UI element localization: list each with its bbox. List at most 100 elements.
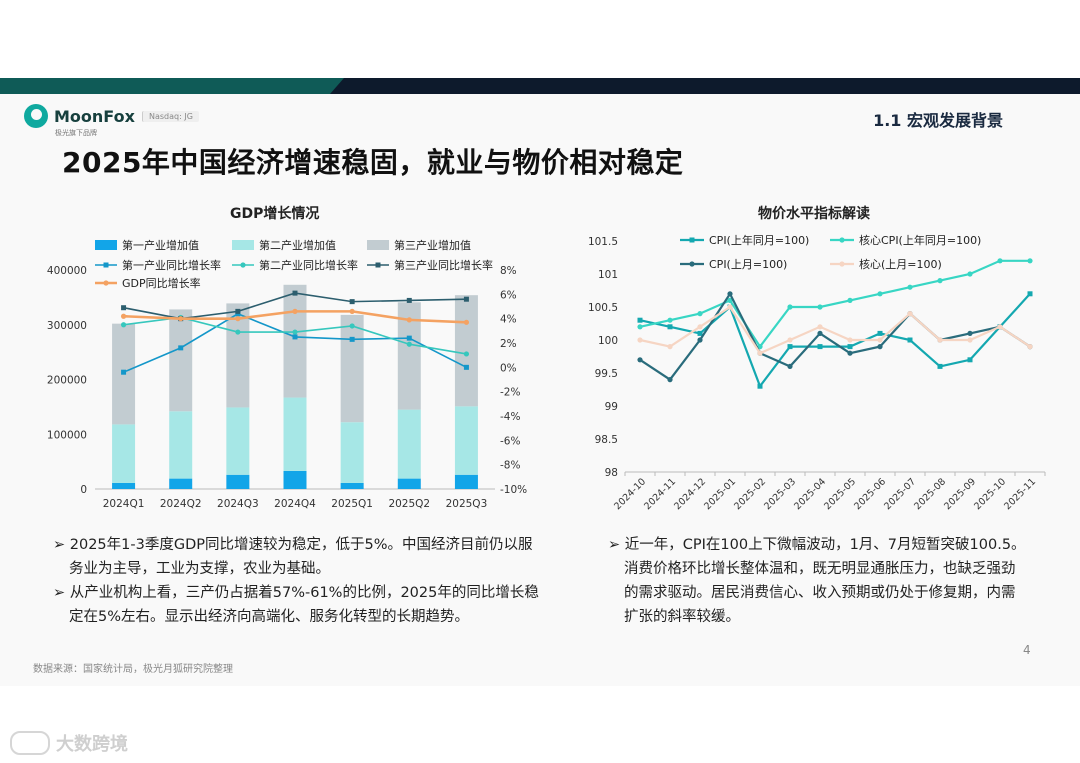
gdp-legend-marker (375, 262, 381, 268)
cpi-x-tick: 2025-04 (792, 476, 828, 512)
gdp-legend-marker (103, 280, 109, 286)
cpi-line-point (847, 297, 853, 303)
cpi-line-point (697, 324, 703, 330)
gdp-bar-2 (112, 424, 136, 483)
gdp-legend-marker (103, 262, 109, 268)
gdp-line-point (235, 329, 241, 335)
gdp-y2-tick: -8% (500, 460, 520, 472)
cpi-line-point (817, 330, 823, 336)
gdp-bar-1 (283, 470, 307, 489)
nasdaq-tag: Nasdaq: JG (142, 111, 199, 122)
cpi-legend-label: CPI(上月=100) (709, 258, 787, 271)
gdp-line-point (463, 296, 469, 302)
cpi-line-point (697, 311, 703, 317)
cpi-line-point (847, 344, 853, 350)
gdp-x-tick: 2025Q2 (388, 498, 430, 510)
cpi-line-point (817, 324, 823, 330)
cpi-line-point (667, 377, 673, 383)
cpi-y-tick: 98.5 (595, 434, 618, 446)
page-title: 2025年中国经济增速稳固，就业与物价相对稳定 (62, 146, 684, 179)
gdp-line-point (121, 369, 127, 375)
gdp-legend-label: GDP同比增长率 (122, 276, 201, 290)
gdp-y2-tick: -10% (500, 484, 527, 496)
cpi-y-tick: 100 (598, 335, 618, 347)
gdp-x-tick: 2025Q1 (331, 498, 373, 510)
cpi-legend-marker (839, 261, 845, 267)
cpi-legend-marker (689, 261, 695, 267)
gdp-x-tick: 2024Q1 (103, 498, 145, 510)
cpi-line-point (757, 383, 763, 389)
gdp-bar-2 (226, 407, 250, 475)
cpi-line-point (697, 337, 703, 343)
cpi-line-point (667, 317, 673, 323)
cpi-line-point (907, 311, 913, 317)
cpi-x-tick: 2025-03 (762, 476, 798, 512)
gdp-bar-3 (283, 284, 307, 398)
cpi-line-3 (639, 291, 1031, 382)
cpi-legend-label: CPI(上年同月=100) (709, 233, 809, 247)
gdp-legend-swatch (367, 240, 389, 250)
cpi-line-point (967, 357, 973, 363)
gdp-chart: 0 100000 200000 300000 400000 -10% -8% -6% -4% -2… (47, 238, 527, 510)
section-label: 1.1 宏观发展背景 (873, 111, 1003, 130)
gdp-line-point (463, 319, 470, 325)
gdp-line-point (235, 308, 241, 314)
cpi-x-tick: 2025-05 (822, 476, 858, 512)
cpi-line-point (817, 344, 823, 350)
cpi-line-point (877, 344, 883, 350)
cpi-line-point (727, 297, 733, 303)
watermark: 大数跨境 (10, 730, 128, 756)
cpi-line-1 (639, 293, 1031, 389)
gdp-legend-label: 第一产业增加值 (122, 238, 199, 252)
cpi-line-point (997, 324, 1003, 330)
gdp-bar-1 (112, 482, 136, 489)
cpi-line-point (637, 337, 643, 343)
brand-name: MoonFox (54, 106, 135, 126)
gdp-line-point (406, 335, 412, 341)
left-bullet-1: ➢ 2025年1-3季度GDP同比增速较为稳定，低于5%。中国经济目前仍以服务业… (53, 537, 533, 577)
cpi-y-tick: 99.5 (595, 368, 618, 380)
gdp-y-tick: 400000 (47, 265, 87, 277)
gdp-x-tick: 2024Q3 (217, 498, 259, 510)
cpi-legend-marker (689, 237, 695, 243)
cpi-line-point (667, 344, 673, 350)
gdp-line-point (349, 308, 355, 314)
gdp-bar-1 (454, 474, 478, 489)
cpi-line-point (817, 304, 823, 310)
cpi-legend-label: 核心CPI(上年同月=100) (859, 233, 981, 247)
gdp-legend-label: 第二产业增加值 (259, 238, 336, 252)
cpi-line-point (757, 350, 763, 356)
cpi-line-point (877, 337, 883, 343)
gdp-bar-1 (397, 478, 421, 489)
cpi-line-point (727, 291, 733, 297)
gdp-bar-1 (226, 474, 250, 489)
gdp-y2-tick: 4% (500, 314, 517, 326)
gdp-line-point (349, 336, 355, 342)
cpi-line-point (727, 304, 733, 310)
cpi-x-tick: 2025-08 (912, 476, 948, 512)
cpi-y-tick: 101.5 (588, 236, 618, 248)
gdp-line-point (292, 290, 298, 296)
gdp-line-point (292, 308, 298, 314)
cpi-x-tick: 2025-11 (1002, 476, 1038, 512)
moonfox-logo-icon (24, 104, 48, 128)
gdp-chart-title: GDP增长情况 (230, 206, 320, 222)
cpi-line-point (847, 337, 853, 343)
price-chart-title: 物价水平指标解读 (758, 206, 870, 222)
cpi-line-point (787, 304, 793, 310)
cpi-line-point (907, 337, 913, 343)
gdp-line-point (349, 323, 355, 329)
gdp-bar-3 (340, 314, 364, 423)
header-bar (330, 78, 1080, 94)
cpi-line-point (637, 357, 643, 363)
cpi-line-point (787, 344, 793, 350)
cpi-x-tick: 2025-09 (942, 476, 978, 512)
brand-subtitle: 极光旗下品牌 (55, 129, 97, 137)
cpi-line-4 (639, 305, 1031, 355)
gdp-line-point (178, 345, 184, 351)
gdp-legend-label: 第三产业同比增长率 (394, 258, 493, 272)
cpi-line-point (787, 337, 793, 343)
gdp-line-point (178, 316, 184, 322)
gdp-y2-tick: -6% (500, 435, 520, 447)
cpi-line-point (1027, 291, 1033, 297)
